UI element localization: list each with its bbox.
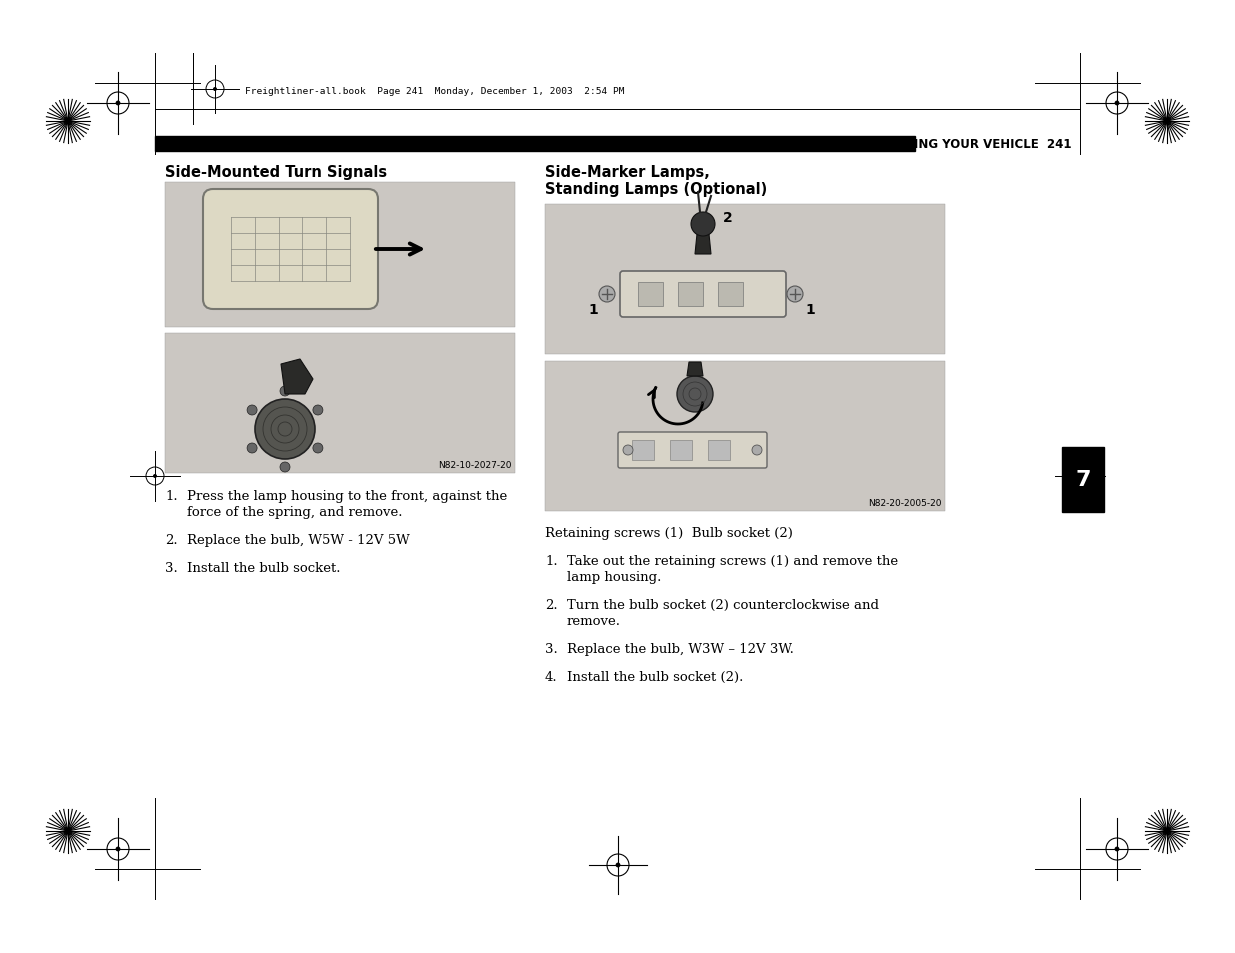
- FancyBboxPatch shape: [203, 190, 378, 310]
- Text: 1.: 1.: [545, 555, 558, 567]
- Circle shape: [1114, 846, 1119, 852]
- Text: lamp housing.: lamp housing.: [567, 571, 662, 583]
- Circle shape: [116, 846, 121, 852]
- Text: Take out the retaining screws (1) and remove the: Take out the retaining screws (1) and re…: [567, 555, 898, 567]
- Text: Side-Mounted Turn Signals: Side-Mounted Turn Signals: [165, 165, 387, 180]
- Circle shape: [1114, 101, 1119, 107]
- Text: Replace the bulb, W5W - 12V 5W: Replace the bulb, W5W - 12V 5W: [186, 534, 410, 546]
- Bar: [678, 283, 703, 307]
- Circle shape: [615, 862, 620, 867]
- Text: remove.: remove.: [567, 615, 621, 627]
- Bar: [718, 283, 743, 307]
- Circle shape: [212, 88, 217, 91]
- Circle shape: [247, 443, 257, 454]
- Circle shape: [280, 387, 290, 396]
- Bar: [1062, 448, 1104, 513]
- Text: Press the lamp housing to the front, against the: Press the lamp housing to the front, aga…: [186, 490, 508, 502]
- Bar: [632, 440, 655, 460]
- Bar: [156, 137, 915, 152]
- Text: Install the bulb socket (2).: Install the bulb socket (2).: [567, 670, 743, 683]
- Circle shape: [787, 287, 803, 303]
- Circle shape: [312, 443, 322, 454]
- Text: 2.: 2.: [545, 598, 558, 612]
- Circle shape: [599, 287, 615, 303]
- Circle shape: [677, 376, 713, 413]
- Text: 1.: 1.: [165, 490, 178, 502]
- Circle shape: [247, 406, 257, 416]
- Bar: [671, 440, 692, 460]
- Text: Standing Lamps (Optional): Standing Lamps (Optional): [545, 182, 767, 196]
- Text: Freightliner-all.book  Page 241  Monday, December 1, 2003  2:54 PM: Freightliner-all.book Page 241 Monday, D…: [245, 87, 625, 95]
- Circle shape: [1078, 475, 1082, 478]
- Polygon shape: [282, 359, 312, 395]
- Text: 1: 1: [588, 303, 598, 316]
- Text: Replace the bulb, W3W – 12V 3W.: Replace the bulb, W3W – 12V 3W.: [567, 642, 794, 656]
- Text: 4.: 4.: [545, 670, 558, 683]
- Text: N82-10-2027-20: N82-10-2027-20: [438, 460, 513, 470]
- FancyBboxPatch shape: [618, 433, 767, 469]
- Circle shape: [280, 462, 290, 473]
- Polygon shape: [695, 234, 711, 254]
- Text: 1: 1: [805, 303, 815, 316]
- Bar: [638, 283, 663, 307]
- Circle shape: [692, 213, 715, 236]
- Text: Install the bulb socket.: Install the bulb socket.: [186, 561, 341, 575]
- Circle shape: [116, 101, 121, 107]
- Circle shape: [153, 475, 157, 478]
- Text: Turn the bulb socket (2) counterclockwise and: Turn the bulb socket (2) counterclockwis…: [567, 598, 879, 612]
- Text: MAINTAINING YOUR VEHICLE  241: MAINTAINING YOUR VEHICLE 241: [848, 138, 1072, 151]
- Text: N82-20-2005-20: N82-20-2005-20: [868, 498, 942, 507]
- Bar: [165, 183, 515, 328]
- Text: Side-Marker Lamps,: Side-Marker Lamps,: [545, 165, 710, 180]
- Text: 3.: 3.: [545, 642, 558, 656]
- FancyBboxPatch shape: [620, 272, 785, 317]
- Text: Retaining screws (1)  Bulb socket (2): Retaining screws (1) Bulb socket (2): [545, 526, 793, 539]
- Circle shape: [622, 446, 634, 456]
- Bar: [545, 205, 945, 355]
- Text: force of the spring, and remove.: force of the spring, and remove.: [186, 505, 403, 518]
- Circle shape: [312, 406, 322, 416]
- Text: 3.: 3.: [165, 561, 178, 575]
- Bar: [708, 440, 730, 460]
- Text: 2.: 2.: [165, 534, 178, 546]
- Polygon shape: [687, 363, 703, 376]
- Text: 7: 7: [1076, 470, 1091, 490]
- Circle shape: [254, 399, 315, 459]
- Text: 2: 2: [724, 211, 732, 225]
- Bar: [545, 361, 945, 512]
- Circle shape: [752, 446, 762, 456]
- Bar: [165, 334, 515, 474]
